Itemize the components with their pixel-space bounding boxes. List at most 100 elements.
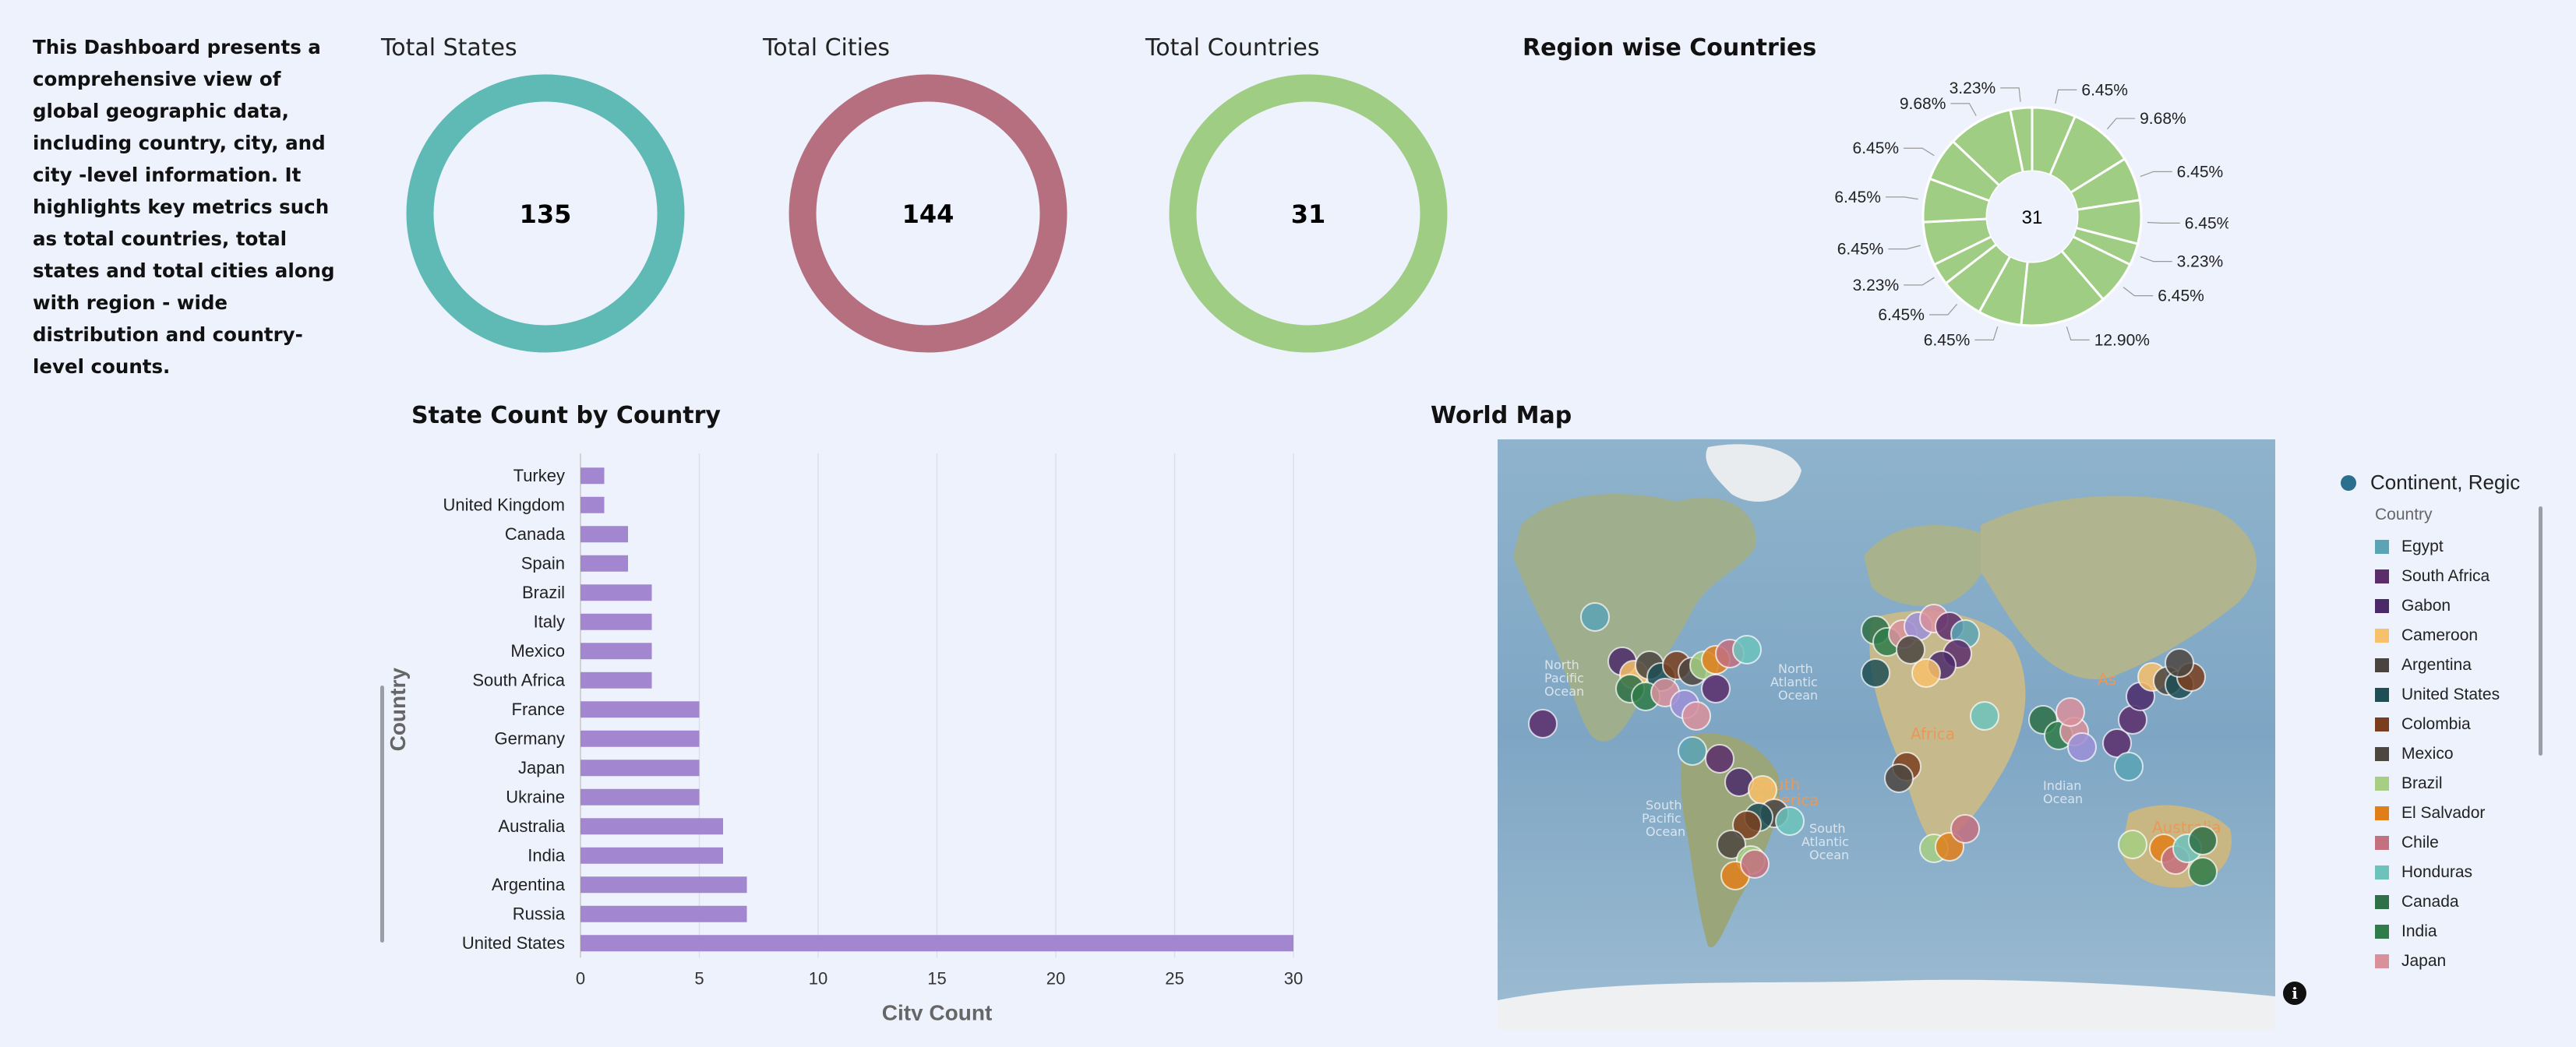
legend-item[interactable]: El Salvador (2375, 798, 2543, 828)
kpi-donut[interactable]: 144 (788, 73, 1068, 354)
ocean-label: Ocean (2043, 791, 2083, 806)
bar[interactable] (580, 672, 652, 689)
legend-label: United States (2401, 686, 2500, 703)
ocean-labels: North Pacific Ocean North Atlantic Ocean… (1544, 657, 2083, 862)
legend-item[interactable]: Canada (2375, 887, 2543, 917)
x-tick-label: 20 (1046, 969, 1065, 989)
legend-item[interactable]: United States (2375, 680, 2543, 710)
slice-label: 3.23% (1853, 277, 1900, 294)
y-tick-label: United Kingdom (443, 495, 565, 514)
bar[interactable] (580, 584, 652, 601)
legend-item[interactable]: Brazil (2375, 769, 2543, 798)
city-marker[interactable] (2165, 648, 2194, 678)
bar[interactable] (580, 847, 723, 864)
city-marker[interactable] (1775, 806, 1805, 836)
bar[interactable] (580, 701, 700, 718)
city-marker[interactable] (1911, 658, 1941, 688)
city-marker[interactable] (1701, 674, 1731, 703)
city-marker[interactable] (1732, 810, 1762, 840)
city-marker[interactable] (1580, 602, 1610, 632)
north-america-land (1513, 494, 1756, 742)
slice-label: 6.45% (2177, 163, 2224, 181)
city-marker[interactable] (2056, 697, 2085, 727)
y-tick-label: Japan (518, 758, 565, 777)
city-marker[interactable] (2114, 752, 2144, 781)
ocean-label: South (1809, 821, 1846, 836)
x-tick-label: 25 (1165, 969, 1184, 989)
legend-item[interactable]: Japan (2375, 947, 2543, 976)
slice-label: 6.45% (2081, 81, 2128, 99)
kpi-donut[interactable]: 31 (1168, 73, 1449, 354)
legend-item[interactable]: Cameroon (2375, 621, 2543, 650)
legend-item[interactable]: Colombia (2375, 710, 2543, 739)
ocean-label: Atlantic (1801, 834, 1849, 849)
city-marker[interactable] (1732, 635, 1762, 665)
region-donut-hole (1987, 171, 2077, 262)
bar[interactable] (580, 876, 747, 894)
city-marker[interactable] (1717, 830, 1746, 859)
legend-swatch (2375, 540, 2389, 554)
slice-leader-line (1904, 147, 1935, 157)
bar[interactable] (580, 818, 723, 835)
bar[interactable] (580, 526, 628, 543)
map-info-icon[interactable]: i (2283, 982, 2306, 1005)
city-marker[interactable] (2118, 830, 2147, 859)
city-marker[interactable] (1528, 709, 1558, 739)
bar[interactable] (580, 496, 605, 513)
x-axis-label: City Count (882, 1001, 993, 1021)
y-axis-label: Country (386, 668, 410, 752)
city-marker[interactable] (1681, 701, 1711, 731)
y-tick-label: India (528, 845, 565, 865)
legend-swatch (2375, 688, 2389, 702)
legend-item[interactable]: Gabon (2375, 591, 2543, 621)
asia-land (1981, 495, 2257, 680)
legend-item[interactable]: Chile (2375, 828, 2543, 858)
world-map[interactable]: North Pacific Ocean North Atlantic Ocean… (1498, 439, 2275, 1029)
city-marker[interactable] (1970, 701, 1999, 731)
city-marker[interactable] (1884, 763, 1914, 793)
legend-item[interactable]: Honduras (2375, 858, 2543, 887)
bar[interactable] (580, 760, 700, 777)
city-marker[interactable] (1861, 658, 1890, 688)
legend-item[interactable]: Mexico (2375, 739, 2543, 769)
city-marker[interactable] (2067, 732, 2097, 762)
kpi-donut[interactable]: 135 (405, 73, 686, 354)
legend-item[interactable]: India (2375, 917, 2543, 947)
state-count-bar-chart[interactable]: 0 5 10 15 20 25 30 Turkey United Kingdom Canada Sp… (382, 444, 1395, 1021)
legend-swatch (2375, 569, 2389, 583)
city-marker[interactable] (1705, 744, 1734, 774)
region-chart-title: Region wise Countries (1523, 34, 1817, 62)
world-map-canvas[interactable]: North Pacific Ocean North Atlantic Ocean… (1498, 439, 2275, 1029)
city-marker[interactable] (1896, 635, 1925, 665)
slice-leader-line (2066, 326, 2090, 340)
region-donut-chart[interactable]: 6.45% 9.68% 6.45% 6.45% 3.23% 6.45% 12.90% 6.45… (1792, 70, 2228, 358)
legend-scrollbar[interactable] (2539, 506, 2542, 756)
slice-leader-line (2140, 171, 2172, 178)
bar[interactable] (580, 643, 652, 660)
ocean-label: Ocean (1778, 688, 1818, 703)
legend-item[interactable]: Egypt (2375, 532, 2543, 562)
legend-item[interactable]: Argentina (2375, 650, 2543, 680)
bar[interactable] (580, 467, 605, 485)
bar[interactable] (580, 730, 700, 747)
city-marker[interactable] (1740, 849, 1770, 879)
map-legend[interactable]: Continent, Regic Country Egypt South Afri… (2341, 471, 2543, 1000)
kpi-value: 31 (1291, 199, 1326, 229)
legend-item[interactable]: South Africa (2375, 562, 2543, 591)
city-marker[interactable] (2102, 728, 2132, 758)
city-marker[interactable] (1678, 736, 1707, 766)
bar[interactable] (580, 613, 652, 630)
bar[interactable] (580, 905, 747, 922)
city-marker[interactable] (2188, 857, 2218, 887)
bar[interactable] (580, 935, 1293, 952)
city-marker[interactable] (2188, 826, 2218, 855)
bar-chart-scrollbar[interactable] (380, 686, 384, 943)
city-markers[interactable] (1528, 602, 2218, 890)
legend-swatch (2375, 777, 2389, 791)
bar[interactable] (580, 788, 700, 806)
legend-swatch (2375, 865, 2389, 880)
legend-title: Continent, Regic (2370, 471, 2521, 494)
bar[interactable] (580, 555, 628, 572)
city-marker[interactable] (1950, 814, 1980, 844)
ocean-label: Ocean (1646, 824, 1685, 839)
